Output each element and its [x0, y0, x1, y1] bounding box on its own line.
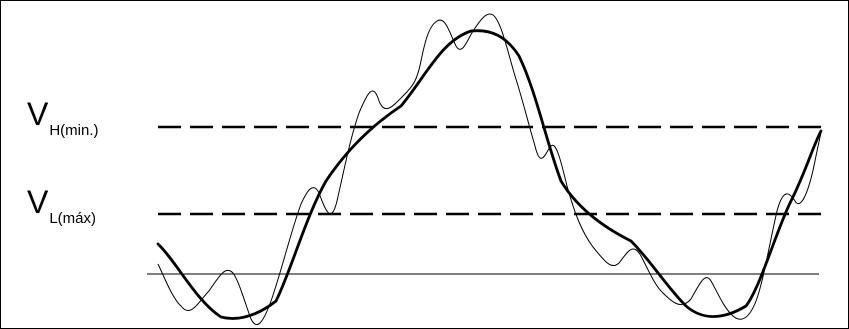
vh-subscript: H(min.) [49, 122, 99, 139]
vl-symbol: V [27, 184, 49, 220]
vl-subscript: L(máx) [49, 210, 97, 227]
vl-max-label: VL(máx) [27, 184, 96, 226]
vh-symbol: V [27, 96, 49, 132]
vh-min-label: VH(min.) [27, 96, 99, 138]
smooth-signal-curve [156, 29, 823, 320]
noisy-signal-curve [157, 13, 822, 325]
